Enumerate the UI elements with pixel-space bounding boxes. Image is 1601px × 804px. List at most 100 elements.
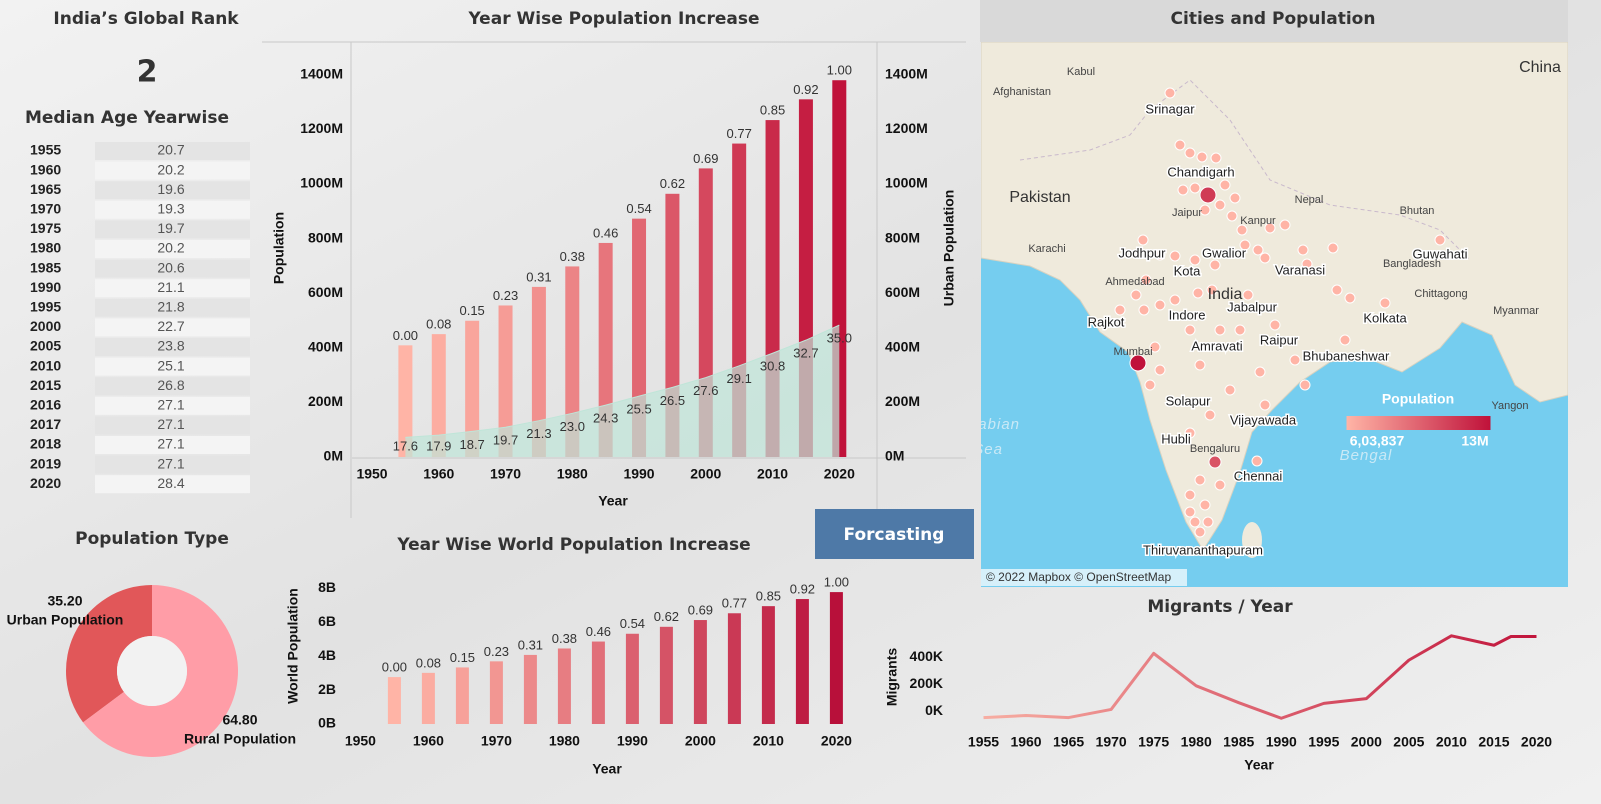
- x-tick-label: 2020: [1521, 734, 1552, 750]
- city-dot: [1299, 379, 1311, 391]
- map-label: Vijayawada: [1230, 412, 1297, 427]
- bar: [498, 305, 513, 457]
- area-fill: [405, 325, 840, 457]
- y-tick-label: 200K: [910, 675, 943, 691]
- bar-label: 0.08: [416, 655, 441, 670]
- map-label: Kota: [1174, 263, 1202, 278]
- city-dot: [1239, 239, 1251, 251]
- map-label: Kolkata: [1363, 310, 1407, 325]
- pie-category-label: Urban Population: [7, 612, 124, 628]
- area-label: 30.8: [760, 359, 785, 374]
- table-cell: [95, 338, 250, 356]
- map-label: Ahmedabad: [1105, 276, 1164, 288]
- city-dot: [1184, 147, 1196, 159]
- table-year: 2016: [30, 397, 61, 413]
- bar-label: 0.69: [693, 151, 718, 166]
- city-dot: [1137, 234, 1149, 246]
- forecast-button-label[interactable]: Forcasting: [844, 525, 945, 545]
- y-tick-label: 0M: [324, 448, 343, 464]
- map-label: Myanmar: [1493, 305, 1539, 317]
- bar: [465, 320, 480, 457]
- table-year: 1990: [30, 279, 61, 295]
- area-label: 21.3: [526, 426, 551, 441]
- map-label: Nepal: [1295, 194, 1324, 206]
- area-label: 26.5: [660, 393, 685, 408]
- x-tick-label: 2000: [685, 733, 716, 749]
- x-tick-label: 1950: [345, 733, 376, 749]
- city-dot: [1206, 284, 1218, 296]
- city-dot: [1331, 284, 1343, 296]
- table-value: 21.8: [157, 299, 184, 315]
- y-tick-label: 1200M: [300, 120, 343, 136]
- land: [981, 42, 1568, 551]
- area-label: 27.6: [693, 383, 718, 398]
- bar: [398, 345, 413, 457]
- table-cell: [95, 142, 250, 160]
- city-dot: [1327, 242, 1339, 254]
- bar-label: 0.77: [722, 596, 747, 611]
- map-label: Kabul: [1067, 66, 1095, 78]
- map-label: Srinagar: [1145, 101, 1195, 116]
- legend-max-label: 13M: [1461, 433, 1488, 449]
- city-dot: [1434, 234, 1446, 246]
- table-value: 19.7: [157, 220, 184, 236]
- x-tick-label: 1970: [481, 733, 512, 749]
- bar: [761, 606, 775, 724]
- area-label: 18.7: [459, 437, 484, 452]
- x-axis-title: Year: [1244, 757, 1274, 773]
- y2-tick-label: 1200M: [885, 120, 928, 136]
- table-year: 1985: [30, 259, 61, 275]
- bar-label: 0.38: [552, 631, 577, 646]
- map-label: Chittagong: [1414, 288, 1467, 300]
- bar-label: 1.00: [824, 575, 849, 590]
- bar-label: 0.00: [393, 328, 418, 343]
- x-tick-label: 1990: [1266, 734, 1297, 750]
- city-dot: [1177, 184, 1189, 196]
- x-tick-label: 2020: [824, 466, 855, 482]
- city-dot: [1301, 258, 1313, 270]
- city-dot: [1129, 354, 1147, 372]
- table-year: 1955: [30, 142, 61, 158]
- bar-label: 0.08: [426, 317, 451, 332]
- x-tick-label: 1960: [1010, 734, 1041, 750]
- area-label: 35.0: [827, 331, 852, 346]
- city-dot: [1169, 250, 1181, 262]
- x-tick-label: 2010: [757, 466, 788, 482]
- map-label: Kanpur: [1240, 215, 1276, 227]
- city-dot: [1252, 244, 1264, 256]
- y2-tick-label: 600M: [885, 284, 920, 300]
- pie-value-label: 64.80: [222, 712, 257, 728]
- area-label: 25.5: [626, 402, 651, 417]
- forecast-button[interactable]: [815, 509, 974, 559]
- map-title: Cities and Population: [1171, 9, 1376, 29]
- area-label: 17.9: [426, 438, 451, 453]
- bar: [557, 648, 571, 724]
- x-tick-label: 1980: [549, 733, 580, 749]
- table-cell: [95, 396, 250, 415]
- y2-tick-label: 1000M: [885, 175, 928, 191]
- city-dot: [1144, 379, 1156, 391]
- x-tick-label: 1980: [557, 466, 588, 482]
- city-dot: [1264, 222, 1276, 234]
- y2-tick-label: 400M: [885, 338, 920, 354]
- area-label: 24.3: [593, 411, 618, 426]
- bar: [591, 641, 605, 724]
- map-label: Guwahati: [1413, 246, 1468, 261]
- table-value: 23.8: [157, 338, 184, 354]
- x-tick-label: 2020: [821, 733, 852, 749]
- map-label: Thiruvananthapuram: [1143, 542, 1263, 557]
- city-dot: [1199, 186, 1217, 204]
- bar-label: 0.15: [450, 650, 475, 665]
- map-label: Yangon: [1491, 400, 1528, 412]
- table-cell: [95, 475, 250, 494]
- city-dot: [1189, 254, 1201, 266]
- city-dot: [1130, 289, 1142, 301]
- bar-label: 0.31: [526, 269, 551, 284]
- bar-label: 0.69: [688, 602, 713, 617]
- y-tick-label: 0K: [925, 702, 943, 718]
- bar: [455, 667, 469, 724]
- x-tick-label: 1960: [413, 733, 444, 749]
- border: [1019, 79, 1471, 261]
- y-axis-title: Population: [271, 212, 287, 284]
- table-year: 2015: [30, 377, 61, 393]
